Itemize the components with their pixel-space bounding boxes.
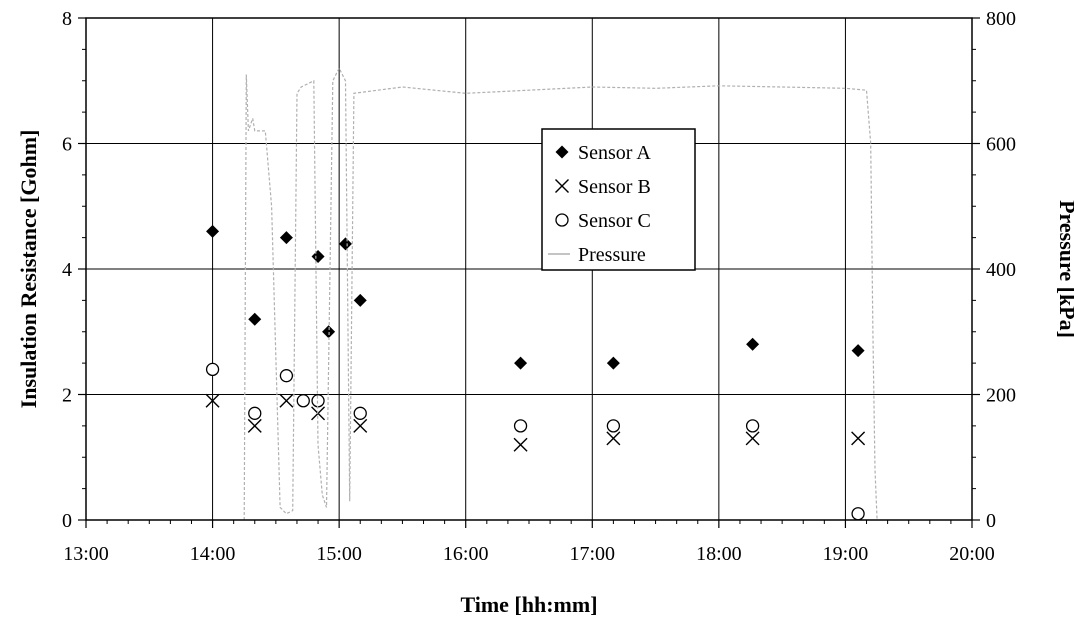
y-tick-label: 6 [62, 134, 72, 156]
x-tick-label: 19:00 [823, 543, 869, 565]
sensor-a-point [606, 356, 620, 370]
sensor-a-point [206, 224, 220, 238]
x-tick-label: 15:00 [316, 543, 362, 565]
x-tick-label: 17:00 [570, 543, 616, 565]
sensor-a-point [353, 293, 367, 307]
legend-sensor-c-swatch [555, 213, 569, 227]
sensor-b-point [513, 437, 528, 452]
y2-tick-label: 200 [986, 385, 1016, 407]
x-tick-label: 18:00 [696, 543, 742, 565]
legend-sensor-a-label: Sensor A [578, 142, 651, 164]
y-tick-label: 2 [62, 385, 72, 407]
sensor-a-point [514, 356, 528, 370]
sensor-a-point [322, 325, 336, 339]
grid-lines [86, 18, 972, 520]
sensor-c-point [353, 406, 367, 420]
pressure-line [243, 66, 878, 521]
legend-sensor-b-swatch [555, 179, 569, 193]
sensor-c-point [279, 369, 294, 383]
x-axis-title: Time [hh:mm] [460, 592, 597, 617]
y2-tick-label: 400 [986, 259, 1016, 281]
x-tick-label: 16:00 [443, 543, 489, 565]
sensor-b-point [606, 431, 621, 446]
sensor-c-point [745, 419, 760, 433]
sensor-a-point [248, 312, 262, 326]
sensor-a-point [311, 249, 325, 263]
sensor-c-point [851, 507, 865, 521]
sensor-c-point [513, 419, 528, 433]
legend-sensor-b-label: Sensor B [578, 176, 651, 198]
y2-axis-title: Pressure [kPa] [1055, 200, 1074, 338]
sensor-b-point [205, 393, 220, 408]
legend-sensor-a-swatch [555, 145, 569, 159]
x-tick-label: 20:00 [949, 543, 995, 565]
y-tick-label: 4 [62, 259, 72, 281]
sensor-a-point [338, 237, 352, 251]
sensor-b-point [851, 431, 866, 446]
y2-tick-label: 600 [986, 134, 1016, 156]
sensor-c-point [606, 419, 621, 433]
axis-ticks: 13:00 14:00 15:00 16:00 17:00 18:00 19:00 20:00… [62, 8, 1016, 565]
legend: Sensor A Sensor B Sensor C Pressure [541, 128, 696, 271]
sensor-a-point [279, 231, 293, 245]
legend-pressure-label: Pressure [578, 244, 646, 266]
sensor-b-point [745, 431, 760, 446]
x-tick-label: 14:00 [190, 543, 236, 565]
sensor-a-point [851, 344, 865, 358]
legend-sensor-c-label: Sensor C [578, 210, 651, 232]
sensor-c-point [296, 394, 310, 408]
y-axis-title: Insulation Resistance [Gohm] [16, 130, 41, 409]
sensor-a-point [746, 337, 760, 351]
sensor-b-point [279, 393, 294, 408]
x-tick-label: 13:00 [63, 543, 109, 565]
sensor-c-point [205, 362, 220, 377]
y-tick-label: 0 [62, 510, 72, 532]
sensor-b-point [353, 418, 368, 433]
y2-tick-label: 800 [986, 8, 1016, 30]
y2-tick-label: 0 [986, 510, 996, 532]
sensor-c-point [248, 406, 262, 420]
sensor-b-point [247, 418, 262, 433]
y-tick-label: 8 [62, 8, 72, 30]
